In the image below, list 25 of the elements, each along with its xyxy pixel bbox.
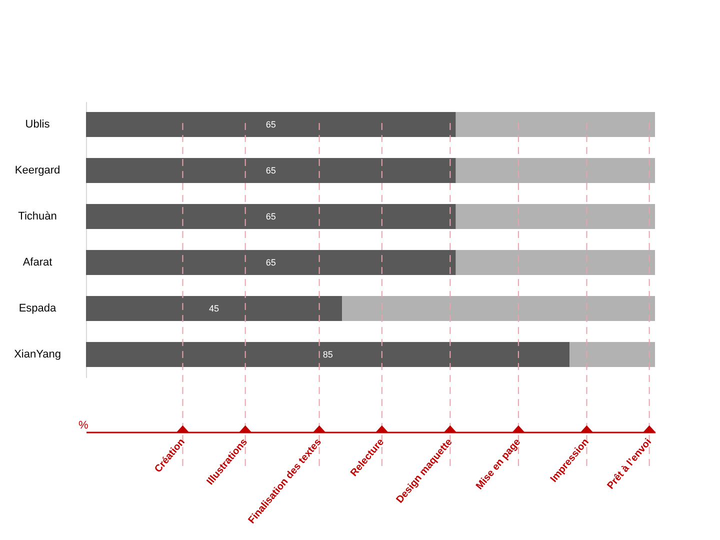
- bar: [456, 204, 655, 229]
- y-tick-label: XianYang: [14, 348, 61, 361]
- bar: [456, 112, 655, 137]
- bar: [570, 342, 655, 368]
- bar: [86, 296, 342, 322]
- bar: [86, 112, 456, 137]
- bar: [86, 250, 456, 276]
- y-tick-label: Espada: [18, 302, 58, 315]
- y-tick-label: Keergard: [14, 164, 60, 176]
- bar: [456, 158, 655, 183]
- bar: [456, 250, 655, 276]
- data-label: 65: [266, 212, 276, 222]
- data-label: 85: [322, 350, 333, 360]
- data-label: 65: [266, 165, 276, 176]
- bar: [86, 342, 570, 368]
- data-label: 65: [266, 119, 276, 130]
- data-label: 45: [209, 304, 220, 314]
- data-label: 65: [266, 258, 276, 268]
- y-tick-label: Ublis: [25, 118, 50, 130]
- bar: [86, 204, 456, 229]
- y-tick-label: Afarat: [22, 256, 52, 268]
- bar: [342, 296, 655, 322]
- y-tick-label: Tichuàn: [18, 210, 57, 222]
- x-axis-title: %: [78, 420, 88, 432]
- bar: [86, 158, 456, 183]
